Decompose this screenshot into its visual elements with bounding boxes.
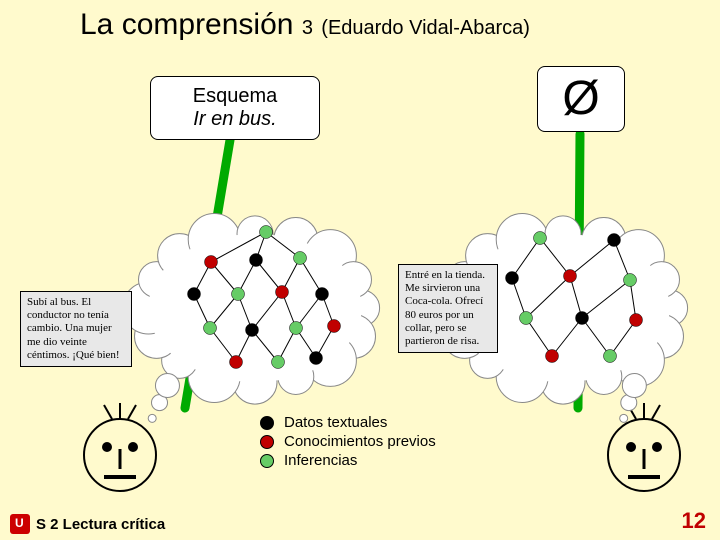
legend-label: Inferencias (284, 452, 357, 469)
footer: S 2 Lectura crítica (10, 514, 165, 534)
legend: Datos textuales Conocimientos previos In… (260, 412, 436, 471)
empty-set-symbol: Ø (554, 75, 608, 123)
legend-dot-icon (260, 454, 274, 468)
legend-label: Conocimientos previos (284, 433, 436, 450)
schema-left-line2: Ir en bus. (167, 108, 303, 131)
legend-dot-icon (260, 435, 274, 449)
paragraph-right: Entré en la tienda. Me sirvieron una Coc… (398, 264, 498, 353)
legend-row: Datos textuales (260, 414, 436, 431)
title-main: La comprensión (80, 8, 293, 41)
page-number: 12 (682, 508, 706, 534)
schema-box-right: Ø (537, 66, 625, 132)
legend-dot-icon (260, 416, 274, 430)
paragraph-left: Subí al bus. El conductor no tenía cambi… (20, 291, 132, 367)
footer-text: S 2 Lectura crítica (36, 516, 165, 533)
title-num: 3 (302, 17, 313, 39)
legend-label: Datos textuales (284, 414, 387, 431)
schema-box-left: Esquema Ir en bus. (150, 76, 320, 140)
legend-row: Inferencias (260, 452, 436, 469)
schema-left-line1: Esquema (167, 85, 303, 108)
logo-icon (10, 514, 30, 534)
legend-row: Conocimientos previos (260, 433, 436, 450)
title-author: (Eduardo Vidal-Abarca) (321, 17, 530, 39)
slide-title: La comprensión 3 (Eduardo Vidal-Abarca) (80, 8, 530, 42)
